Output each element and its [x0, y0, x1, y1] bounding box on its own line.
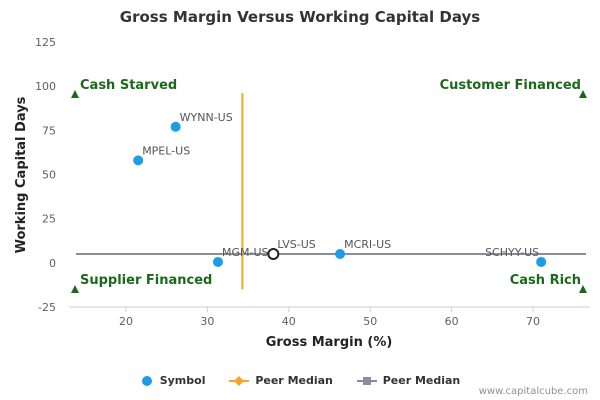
legend: Symbol Peer Median Peer Median — [0, 374, 600, 390]
x-tick-label: 20 — [119, 315, 133, 328]
axes-layer: 20 30 40 50 60 70 125 100 75 50 25 0 -25 — [35, 36, 590, 328]
data-point — [170, 121, 181, 132]
y-tick-label: 75 — [42, 124, 56, 137]
quadrant-label-bottom-left: Supplier Financed — [80, 273, 212, 288]
legend-item-peer-median-y[interactable]: Peer Median — [356, 374, 461, 387]
quadrant-label-top-left: Cash Starved — [80, 78, 177, 93]
quadrant-marker-top-right — [579, 90, 587, 98]
y-tick-label: 100 — [35, 80, 56, 93]
data-point-label: MCRI-US — [344, 238, 391, 251]
legend-item-symbol[interactable]: Symbol — [140, 374, 206, 387]
x-tick-label: 30 — [200, 315, 214, 328]
y-axis-title: Working Capital Days — [14, 96, 29, 253]
data-point — [133, 155, 144, 166]
data-point-label: WYNN-US — [180, 111, 233, 124]
data-point-label: SCHYY-US — [485, 246, 539, 259]
x-tick-label: 60 — [445, 315, 459, 328]
quadrant-label-bottom-right: Cash Rich — [510, 273, 581, 288]
quadrant-label-top-right: Customer Financed — [440, 78, 581, 93]
legend-label: Symbol — [159, 374, 206, 387]
legend-item-peer-median-x[interactable]: Peer Median — [229, 374, 333, 387]
data-point — [335, 249, 346, 259]
quadrant-marker-bottom-left — [71, 285, 79, 293]
quadrant-marker-bottom-right — [579, 285, 587, 293]
peer-median-lines — [76, 93, 586, 290]
data-points: WYNN-US MPEL-US MGM-US LVS-US MCRI-US SCHYY-U… — [133, 111, 547, 267]
legend-circle-icon — [141, 375, 152, 386]
data-point — [212, 256, 223, 267]
x-tick-label: 70 — [526, 315, 540, 328]
y-tick-label: 50 — [42, 169, 56, 182]
quadrant-marker-top-left — [71, 90, 79, 98]
y-tick-label: 0 — [49, 257, 56, 270]
data-point-label: MPEL-US — [142, 144, 190, 157]
footer-credit: www.capitalcube.com — [478, 386, 588, 397]
x-axis-title: Gross Margin (%) — [266, 335, 393, 350]
x-tick-label: 50 — [363, 315, 377, 328]
legend-label: Peer Median — [255, 374, 333, 387]
data-point — [536, 256, 547, 267]
y-tick-label: 125 — [35, 36, 56, 49]
legend-square-line-icon — [356, 376, 377, 385]
data-point-label: MGM-US — [222, 246, 269, 259]
y-tick-label: 25 — [42, 213, 56, 226]
chart-title: Gross Margin Versus Working Capital Days — [119, 8, 481, 26]
y-tick-label: -25 — [38, 301, 56, 314]
x-tick-label: 40 — [282, 315, 296, 328]
legend-label: Peer Median — [382, 374, 461, 387]
data-point-label: LVS-US — [277, 238, 315, 251]
quadrant-labels: Cash Starved Customer Financed Supplier Fi… — [71, 78, 587, 293]
data-point-highlight — [267, 248, 280, 260]
legend-diamond-line-icon — [229, 375, 250, 386]
